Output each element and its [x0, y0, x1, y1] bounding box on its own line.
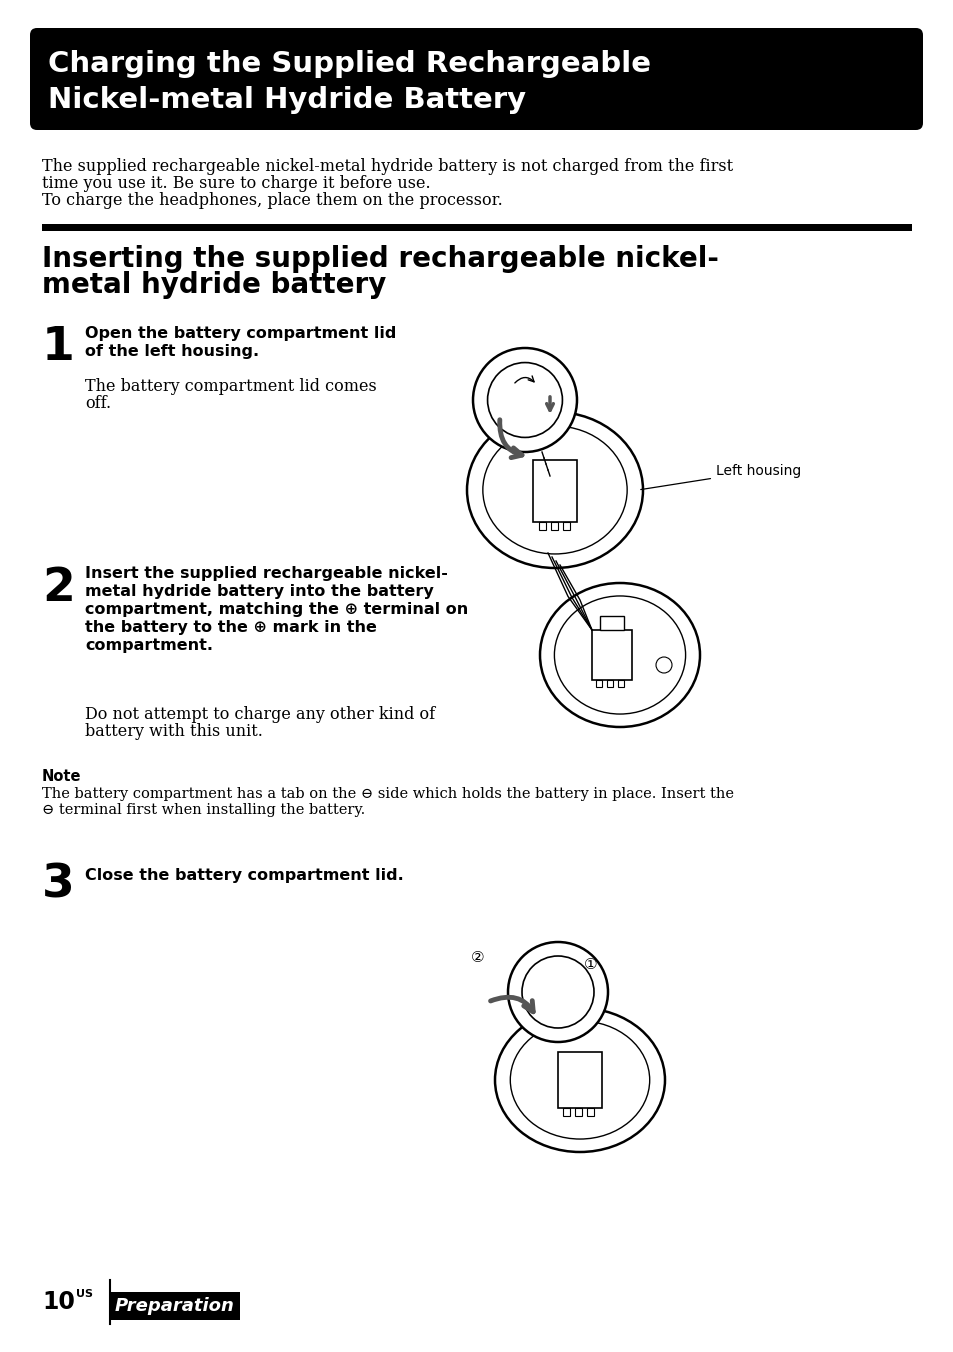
- Bar: [618, 680, 623, 687]
- Bar: [592, 630, 631, 680]
- Bar: [538, 522, 545, 530]
- Text: metal hydride battery into the battery: metal hydride battery into the battery: [85, 584, 434, 599]
- Text: of the left housing.: of the left housing.: [85, 343, 259, 360]
- Text: Close the battery compartment lid.: Close the battery compartment lid.: [85, 868, 403, 883]
- Text: Insert the supplied rechargeable nickel-: Insert the supplied rechargeable nickel-: [85, 566, 447, 581]
- Text: compartment.: compartment.: [85, 638, 213, 653]
- Text: The supplied rechargeable nickel-metal hydride battery is not charged from the f: The supplied rechargeable nickel-metal h…: [42, 158, 732, 174]
- Text: Do not attempt to charge any other kind of: Do not attempt to charge any other kind …: [85, 706, 435, 723]
- Text: the battery to the ⊕ mark in the: the battery to the ⊕ mark in the: [85, 621, 376, 635]
- Text: compartment, matching the ⊕ terminal on: compartment, matching the ⊕ terminal on: [85, 602, 468, 617]
- Text: 2: 2: [42, 566, 74, 611]
- Text: time you use it. Be sure to charge it before use.: time you use it. Be sure to charge it be…: [42, 174, 430, 192]
- FancyArrowPatch shape: [499, 419, 521, 457]
- Text: 1: 1: [42, 324, 74, 370]
- Text: 10: 10: [42, 1290, 74, 1314]
- Bar: [110, 1293, 240, 1320]
- Text: ⊖ terminal first when installing the battery.: ⊖ terminal first when installing the bat…: [42, 803, 365, 817]
- Circle shape: [507, 942, 607, 1042]
- Text: US: US: [76, 1288, 92, 1299]
- Text: ①: ①: [583, 957, 597, 972]
- Bar: [606, 680, 613, 687]
- Bar: [596, 680, 601, 687]
- Text: Inserting the supplied rechargeable nickel-: Inserting the supplied rechargeable nick…: [42, 245, 719, 273]
- Bar: [599, 617, 623, 630]
- Text: To charge the headphones, place them on the processor.: To charge the headphones, place them on …: [42, 192, 502, 210]
- Text: Charging the Supplied Rechargeable: Charging the Supplied Rechargeable: [48, 50, 650, 78]
- Bar: [575, 1109, 581, 1115]
- FancyArrowPatch shape: [490, 998, 533, 1011]
- Circle shape: [473, 347, 577, 452]
- Bar: [551, 522, 558, 530]
- FancyArrowPatch shape: [546, 396, 553, 411]
- Text: Nickel-metal Hydride Battery: Nickel-metal Hydride Battery: [48, 87, 525, 114]
- Text: off.: off.: [85, 395, 111, 412]
- FancyBboxPatch shape: [30, 28, 923, 130]
- Text: metal hydride battery: metal hydride battery: [42, 270, 386, 299]
- Bar: [533, 460, 577, 522]
- Text: The battery compartment lid comes: The battery compartment lid comes: [85, 379, 376, 395]
- Text: ②: ②: [471, 949, 484, 964]
- Bar: [558, 1052, 601, 1109]
- Bar: [562, 522, 569, 530]
- Circle shape: [521, 956, 594, 1028]
- Bar: [586, 1109, 594, 1115]
- Text: battery with this unit.: battery with this unit.: [85, 723, 263, 740]
- Text: Open the battery compartment lid: Open the battery compartment lid: [85, 326, 395, 341]
- Bar: [562, 1109, 569, 1115]
- Circle shape: [487, 362, 562, 438]
- Text: Left housing: Left housing: [640, 464, 801, 489]
- Bar: [42, 224, 911, 231]
- Text: The battery compartment has a tab on the ⊖ side which holds the battery in place: The battery compartment has a tab on the…: [42, 787, 733, 800]
- Text: Note: Note: [42, 769, 81, 784]
- Text: 3: 3: [42, 863, 74, 907]
- Text: Preparation: Preparation: [115, 1297, 234, 1315]
